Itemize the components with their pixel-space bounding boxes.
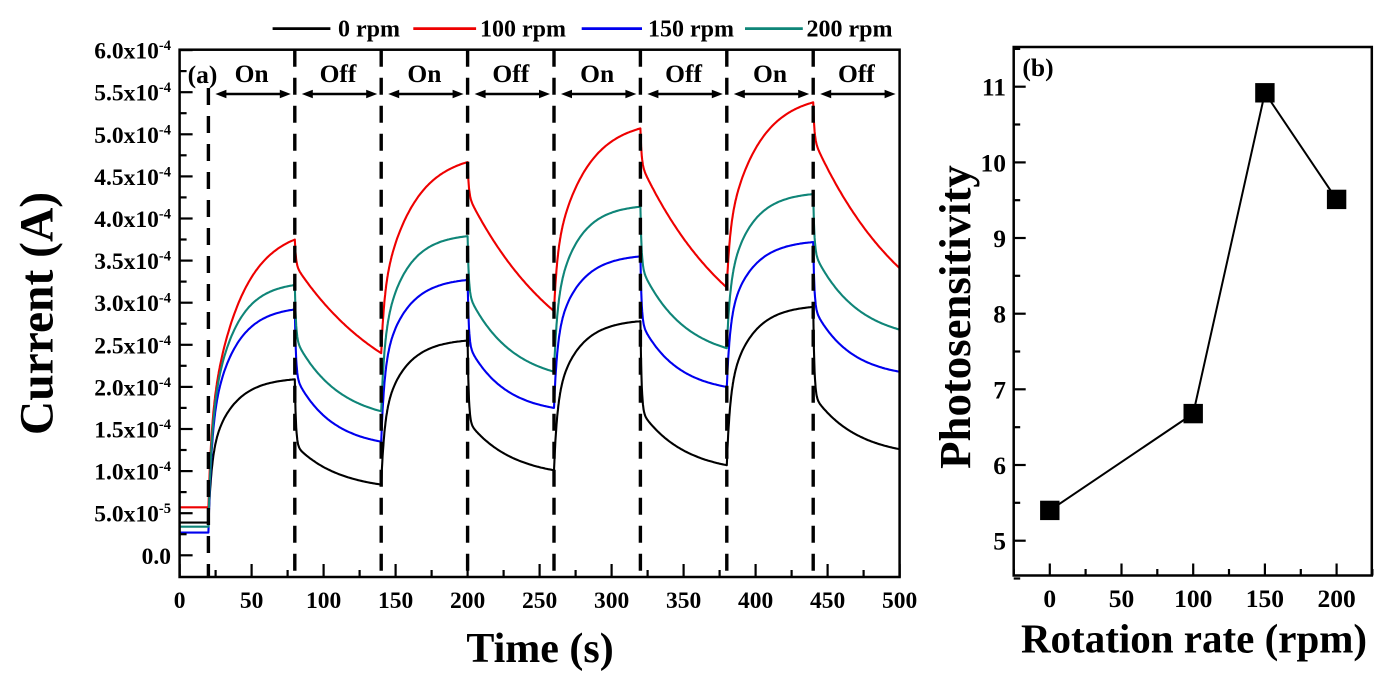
svg-text:On: On (580, 59, 614, 88)
svg-text:Rotation rate (rpm): Rotation rate (rpm) (1021, 616, 1367, 662)
svg-text:100 rpm: 100 rpm (480, 17, 566, 43)
svg-text:0: 0 (1043, 584, 1056, 613)
svg-text:50: 50 (1109, 584, 1135, 613)
svg-text:100: 100 (306, 588, 341, 614)
svg-text:250: 250 (522, 588, 557, 614)
svg-text:0 rpm: 0 rpm (338, 17, 400, 43)
svg-text:4.0x10-4: 4.0x10-4 (94, 207, 171, 234)
svg-text:9: 9 (993, 224, 1006, 253)
svg-text:100: 100 (1174, 584, 1212, 613)
svg-text:7: 7 (993, 375, 1006, 404)
svg-text:500: 500 (882, 588, 917, 614)
svg-text:Off: Off (492, 59, 529, 88)
svg-text:50: 50 (240, 588, 264, 614)
svg-text:200: 200 (450, 588, 485, 614)
svg-text:3.0x10-4: 3.0x10-4 (94, 291, 171, 318)
svg-text:11: 11 (982, 73, 1006, 102)
svg-text:5: 5 (993, 527, 1006, 556)
svg-text:Off: Off (665, 59, 702, 88)
svg-text:200 rpm: 200 rpm (807, 17, 893, 43)
svg-text:0: 0 (174, 588, 186, 614)
svg-text:Off: Off (320, 59, 357, 88)
svg-text:Photosensitivity: Photosensitivity (930, 165, 980, 469)
svg-text:1.0x10-4: 1.0x10-4 (94, 459, 171, 486)
svg-text:10: 10 (981, 148, 1007, 177)
svg-text:150: 150 (1246, 584, 1284, 613)
svg-text:6: 6 (993, 451, 1006, 480)
svg-text:150: 150 (378, 588, 413, 614)
svg-text:150 rpm: 150 rpm (648, 17, 734, 43)
svg-text:4.5x10-4: 4.5x10-4 (94, 164, 171, 191)
svg-text:Current (A): Current (A) (12, 192, 64, 435)
svg-text:(a): (a) (188, 60, 218, 89)
svg-text:On: On (753, 59, 787, 88)
svg-text:400: 400 (738, 588, 773, 614)
svg-text:2.0x10-4: 2.0x10-4 (94, 375, 171, 402)
svg-text:5.0x10-4: 5.0x10-4 (94, 122, 171, 149)
svg-text:2.5x10-4: 2.5x10-4 (94, 333, 171, 360)
svg-text:On: On (407, 59, 441, 88)
svg-text:On: On (235, 59, 269, 88)
svg-text:6.0x10-4: 6.0x10-4 (94, 38, 171, 65)
svg-text:8: 8 (993, 300, 1006, 329)
svg-text:300: 300 (594, 588, 629, 614)
svg-text:(b): (b) (1022, 53, 1053, 82)
svg-text:0.0: 0.0 (142, 544, 171, 570)
svg-text:5.0x10-5: 5.0x10-5 (94, 501, 171, 528)
svg-text:Time (s): Time (s) (466, 626, 613, 672)
svg-text:5.5x10-4: 5.5x10-4 (94, 80, 171, 107)
svg-text:350: 350 (666, 588, 701, 614)
svg-text:1.5x10-4: 1.5x10-4 (94, 417, 171, 444)
svg-text:200: 200 (1317, 584, 1355, 613)
svg-text:Off: Off (838, 59, 875, 88)
svg-text:3.5x10-4: 3.5x10-4 (94, 249, 171, 276)
svg-text:450: 450 (810, 588, 845, 614)
